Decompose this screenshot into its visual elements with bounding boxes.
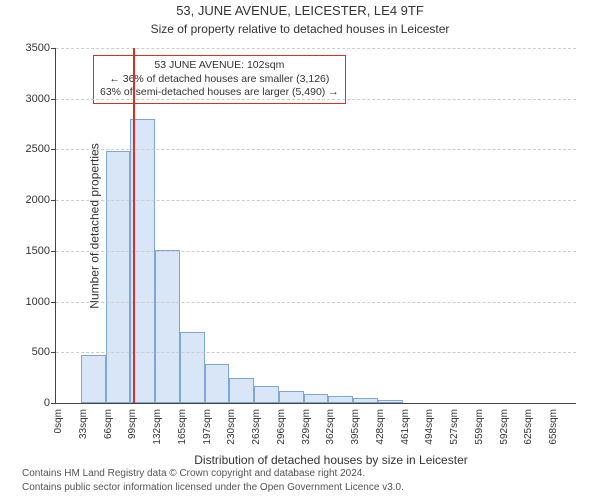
y-tick-label: 3500 (26, 42, 56, 54)
y-tick-label: 2000 (26, 194, 56, 206)
x-tick-label: 165sqm (177, 373, 188, 409)
property-marker-line (133, 48, 135, 403)
y-tick-label: 1000 (26, 296, 56, 308)
x-tick-label: 66sqm (103, 379, 114, 409)
y-tick-label: 2500 (26, 143, 56, 155)
x-tick-label: 494sqm (424, 373, 435, 409)
x-tick-label: 395sqm (350, 373, 361, 409)
x-tick-label: 625sqm (523, 373, 534, 409)
footer-line-2: Contains public sector information licen… (22, 481, 404, 495)
page-title: 53, JUNE AVENUE, LEICESTER, LE4 9TF (0, 3, 600, 18)
x-tick-label: 296sqm (276, 373, 287, 409)
x-tick-label: 132sqm (152, 373, 163, 409)
x-tick-label: 592sqm (499, 373, 510, 409)
y-tick-label: 500 (32, 346, 56, 358)
x-tick-label: 461sqm (400, 373, 411, 409)
x-tick-label: 33sqm (78, 379, 89, 409)
page-subtitle: Size of property relative to detached ho… (0, 22, 600, 36)
property-callout: 53 JUNE AVENUE: 102sqm← 36% of detached … (93, 55, 346, 104)
footer-line-1: Contains HM Land Registry data © Crown c… (22, 467, 404, 481)
x-tick-label: 329sqm (301, 373, 312, 409)
y-tick-label: 3000 (26, 93, 56, 105)
x-tick-label: 263sqm (251, 373, 262, 409)
y-tick-label: 1500 (26, 245, 56, 257)
attribution-footer: Contains HM Land Registry data © Crown c… (22, 467, 404, 494)
x-tick-label: 658sqm (548, 373, 559, 409)
x-tick-label: 362sqm (325, 373, 336, 409)
x-axis-label: Distribution of detached houses by size … (56, 453, 600, 467)
x-tick-label: 0sqm (53, 385, 64, 409)
x-tick-label: 428sqm (375, 373, 386, 409)
x-tick-label: 197sqm (202, 373, 213, 409)
x-tick-label: 559sqm (474, 373, 485, 409)
x-tick-label: 527sqm (449, 373, 460, 409)
x-tick-label: 230sqm (226, 373, 237, 409)
histogram-bar (106, 151, 131, 403)
chart-plot-area: Number of detached properties Distributi… (55, 48, 576, 404)
